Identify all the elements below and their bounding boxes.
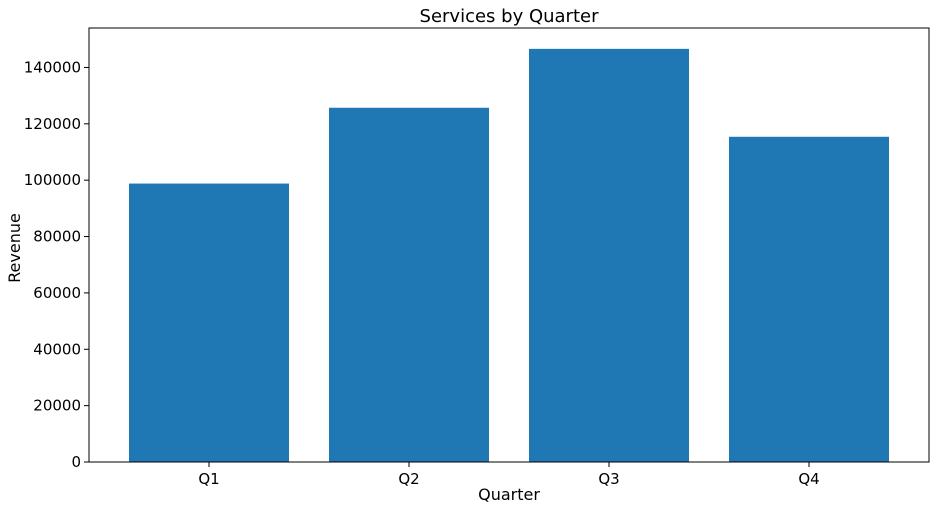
plot-frame: [88, 27, 930, 463]
x-tick-label: Q3: [598, 470, 619, 488]
bar-q1: [129, 183, 289, 462]
y-tick-label: 100000: [24, 171, 81, 189]
x-axis-label: Quarter: [478, 485, 540, 504]
x-tick-label: Q2: [398, 470, 419, 488]
y-tick-label: 120000: [24, 115, 81, 133]
y-tick-label: 0: [71, 453, 81, 471]
y-tick-label: 60000: [33, 284, 81, 302]
bar-q2: [329, 107, 489, 462]
bar-q3: [529, 48, 689, 462]
x-axis-ticks: Q1 Q2 Q3 Q4: [198, 462, 820, 488]
x-tick-label: Q1: [198, 470, 219, 488]
y-axis-ticks: 0 20000 40000 60000 80000 100000 120000 140000: [24, 58, 89, 471]
y-tick-label: 20000: [33, 397, 81, 415]
y-axis-label: Revenue: [5, 213, 24, 283]
chart-title: Services by Quarter: [420, 6, 600, 27]
x-tick-label: Q4: [798, 470, 819, 488]
bar-q4: [729, 136, 889, 463]
bars-layer: [129, 48, 889, 463]
y-tick-label: 40000: [33, 340, 81, 358]
y-tick-label: 80000: [33, 228, 81, 246]
y-tick-label: 140000: [24, 58, 81, 76]
